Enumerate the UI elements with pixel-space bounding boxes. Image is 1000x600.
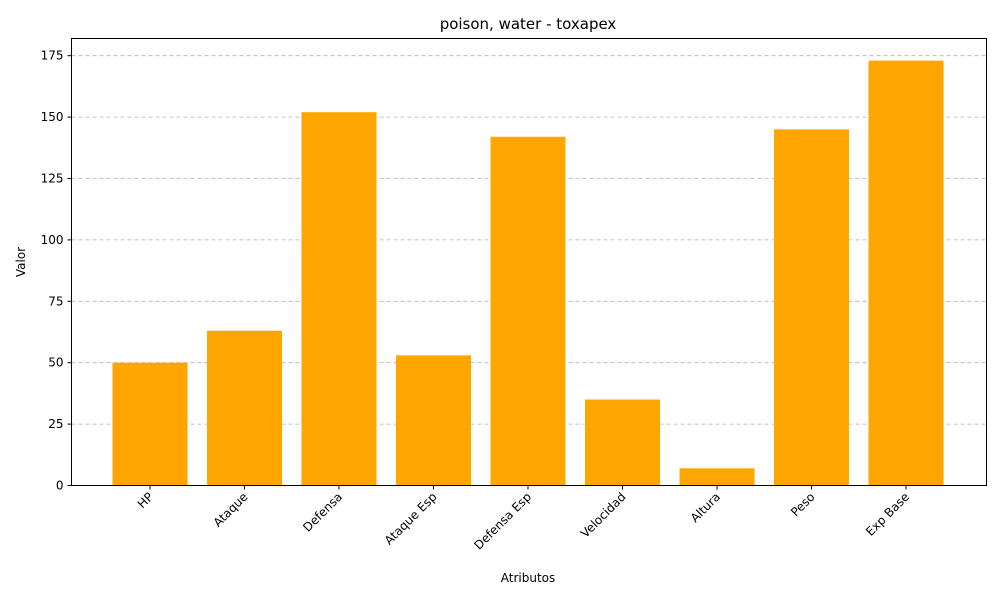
- x-tick-label: Exp Base: [863, 490, 912, 539]
- x-tick-label: Ataque: [211, 490, 251, 530]
- bar-altura: [679, 468, 755, 486]
- bar-ataque: [207, 330, 282, 486]
- bar-ataque-esp: [396, 355, 471, 486]
- y-tick-label: 25: [48, 417, 63, 431]
- x-axis: HP Ataque Defensa Ataque Esp Defensa Esp Velo…: [135, 485, 912, 553]
- bars: [112, 60, 944, 486]
- y-axis: 0 25 50 75 100 125 150 175: [41, 49, 72, 493]
- plot-frame: [71, 38, 987, 486]
- x-axis-label: Atributos: [501, 571, 556, 585]
- x-tick-label: Altura: [688, 490, 723, 525]
- x-tick-label: HP: [135, 490, 156, 511]
- y-tick-label: 175: [41, 49, 64, 63]
- bar-peso: [774, 129, 849, 486]
- chart-title: poison, water - toxapex: [440, 15, 617, 33]
- y-tick-label: 150: [41, 110, 64, 124]
- bar-exp-base: [868, 60, 944, 486]
- x-tick-label: Defensa: [300, 490, 345, 535]
- bar-velocidad: [585, 399, 660, 486]
- y-tick-label: 75: [48, 294, 63, 308]
- bar-defensa: [301, 112, 377, 486]
- y-tick-label: 125: [41, 171, 64, 185]
- y-tick-label: 100: [41, 233, 64, 247]
- x-tick-label: Defensa Esp: [471, 490, 534, 553]
- x-tick-label: Ataque Esp: [382, 490, 440, 548]
- y-axis-label: Valor: [14, 247, 28, 277]
- bar-hp: [112, 362, 188, 486]
- x-tick-label: Peso: [788, 490, 818, 520]
- x-tick-label: Velocidad: [578, 490, 629, 541]
- bar-defensa-esp: [490, 136, 566, 486]
- y-tick-label: 50: [48, 356, 63, 370]
- y-tick-label: 0: [56, 479, 64, 493]
